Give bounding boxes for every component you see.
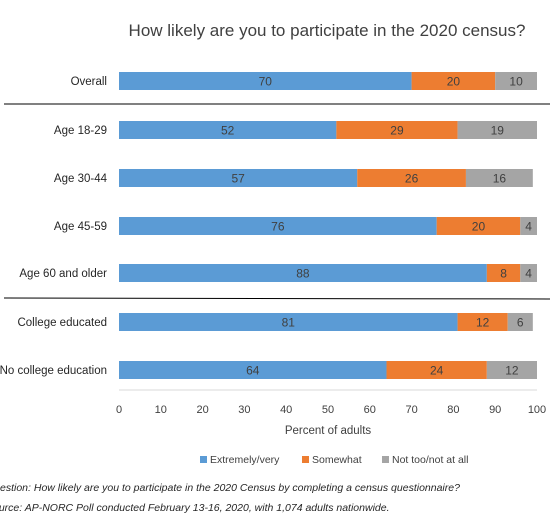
data-label-extremely-very-age-60-and-older: 88 (296, 267, 310, 281)
bar-somewhat-overall (411, 72, 496, 90)
data-label-extremely-very-overall: 70 (259, 75, 273, 89)
x-tick-label-30: 30 (238, 404, 250, 416)
x-tick-label-60: 60 (364, 404, 376, 416)
category-label-age-18-29: Age 18-29 (54, 125, 107, 137)
x-tick-label-40: 40 (280, 404, 292, 416)
bar-not-too-not-at-all-college-educated (507, 313, 533, 331)
category-label-age-60-and-older: Age 60 and older (19, 268, 107, 280)
x-tick-label-80: 80 (447, 404, 459, 416)
bar-somewhat-age-18-29 (336, 121, 458, 139)
data-label-extremely-very-age-30-44: 57 (231, 172, 245, 186)
chart-title: How likely are you to participate in the… (129, 21, 526, 40)
legend-swatch-extremely-very (200, 456, 207, 463)
bar-extremely-very-college-educated (119, 313, 458, 331)
bar-somewhat-age-30-44 (357, 169, 466, 187)
source-note: Source: AP-NORC Poll conducted February … (0, 502, 390, 514)
bar-not-too-not-at-all-no-college-education (486, 361, 537, 379)
legend-label-not-too-not-at-all: Not too/not at all (392, 454, 468, 466)
category-label-no-college-education: No college education (0, 365, 107, 377)
data-label-not-too-not-at-all-overall: 10 (509, 75, 523, 89)
bar-somewhat-age-45-59 (436, 217, 521, 235)
x-tick-label-0: 0 (116, 404, 122, 416)
bar-extremely-very-age-60-and-older (119, 264, 487, 282)
data-label-not-too-not-at-all-age-18-29: 19 (491, 124, 505, 138)
x-tick-label-90: 90 (489, 404, 501, 416)
x-axis-title: Percent of adults (285, 425, 372, 437)
x-tick-label-10: 10 (155, 404, 167, 416)
data-label-not-too-not-at-all-college-educated: 6 (517, 316, 524, 330)
legend-swatch-somewhat (302, 456, 309, 463)
data-label-not-too-not-at-all-age-60-and-older: 4 (525, 267, 532, 281)
x-tick-label-70: 70 (405, 404, 417, 416)
data-label-extremely-very-college-educated: 81 (282, 316, 296, 330)
bar-not-too-not-at-all-age-30-44 (465, 169, 533, 187)
bar-extremely-very-age-45-59 (119, 217, 437, 235)
x-tick-label-20: 20 (196, 404, 208, 416)
data-label-not-too-not-at-all-no-college-education: 12 (505, 364, 519, 378)
data-label-extremely-very-no-college-education: 64 (246, 364, 260, 378)
category-labels: Overall Age 18-29 Age 30-44 Age 45-59 Age 60… (0, 76, 108, 377)
data-label-somewhat-age-60-and-older: 8 (500, 267, 507, 281)
category-label-age-45-59: Age 45-59 (54, 221, 107, 233)
legend: Extremely/very Somewhat Not too/not at all (200, 454, 468, 466)
data-label-extremely-very-age-18-29: 52 (221, 124, 235, 138)
bar-not-too-not-at-all-overall (495, 72, 537, 90)
data-label-extremely-very-age-45-59: 76 (271, 220, 285, 234)
bar-not-too-not-at-all-age-60-and-older (520, 264, 537, 282)
x-axis: 0 10 20 30 40 50 60 70 80 90 100 (116, 389, 546, 416)
bar-somewhat-no-college-education (386, 361, 487, 379)
bar-somewhat-college-educated (457, 313, 508, 331)
data-label-somewhat-overall: 20 (447, 75, 461, 89)
data-label-somewhat-age-30-44: 26 (405, 172, 419, 186)
bar-extremely-very-age-30-44 (119, 169, 358, 187)
bar-extremely-very-no-college-education (119, 361, 387, 379)
category-label-college-educated: College educated (17, 317, 107, 329)
bar-not-too-not-at-all-age-45-59 (520, 217, 537, 235)
category-label-overall: Overall (71, 76, 107, 88)
x-tick-label-50: 50 (322, 404, 334, 416)
data-label-somewhat-college-educated: 12 (476, 316, 490, 330)
legend-label-somewhat: Somewhat (312, 454, 362, 466)
bar-somewhat-age-60-and-older (486, 264, 521, 282)
data-label-not-too-not-at-all-age-30-44: 16 (493, 172, 507, 186)
data-label-somewhat-age-18-29: 29 (390, 124, 404, 138)
data-label-somewhat-age-45-59: 20 (472, 220, 486, 234)
bar-extremely-very-overall (119, 72, 412, 90)
data-label-not-too-not-at-all-age-45-59: 4 (525, 220, 532, 234)
legend-label-extremely-very: Extremely/very (210, 454, 280, 466)
bar-not-too-not-at-all-age-18-29 (457, 121, 537, 139)
data-label-somewhat-no-college-education: 24 (430, 364, 444, 378)
legend-swatch-not-too-not-at-all (382, 456, 389, 463)
group-dividers (3, 103, 550, 300)
bar-extremely-very-age-18-29 (119, 121, 337, 139)
category-label-age-30-44: Age 30-44 (54, 173, 108, 185)
divider-after-age-60-and-older (3, 297, 550, 300)
x-tick-label-100: 100 (528, 404, 546, 416)
question-note: Question: How likely are you to particip… (0, 482, 460, 494)
